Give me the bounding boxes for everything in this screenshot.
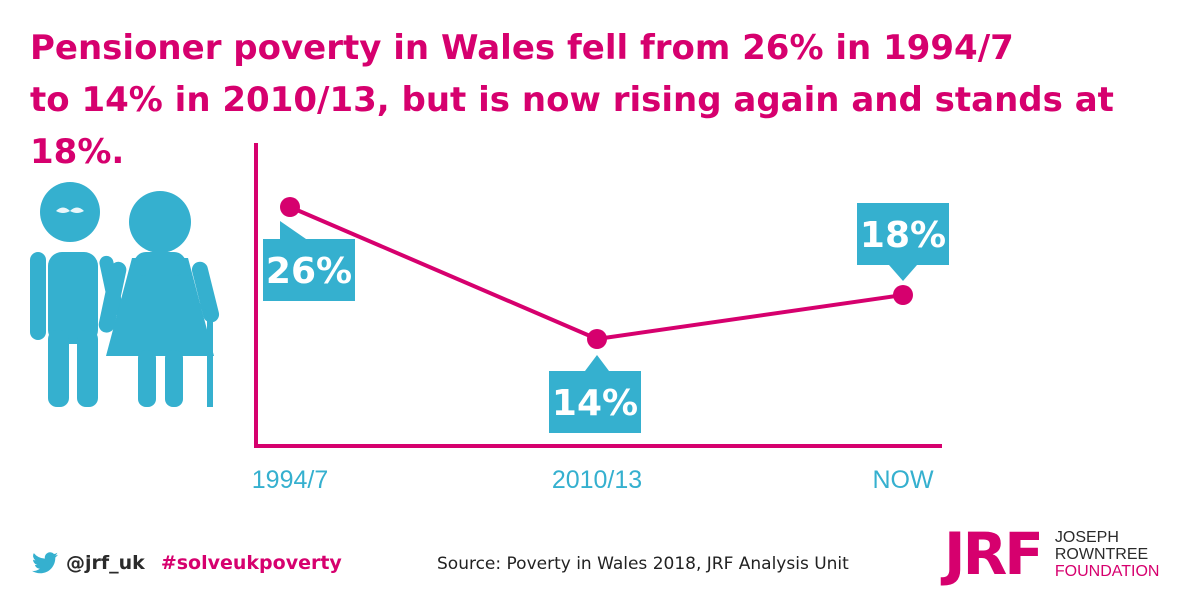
headline-line2-segment-4: , but is now	[376, 80, 613, 120]
twitter-bird-icon[interactable]	[32, 552, 58, 574]
logo-line-3: FOUNDATION	[1054, 562, 1160, 580]
x-tick-label: NOW	[872, 466, 934, 494]
data-point	[893, 285, 913, 305]
logo-text: JOSEPH ROWNTREE FOUNDATION	[1055, 529, 1160, 580]
headline-line-1: Pensioner poverty in Wales fell from 26%…	[30, 28, 1014, 68]
data-label-pointer	[889, 265, 917, 281]
headline-line2-segment-8: .	[111, 132, 125, 172]
x-tick-label: 2010/13	[552, 466, 642, 494]
data-label: 26%	[266, 251, 352, 292]
data-label-box	[857, 203, 949, 265]
data-label: 18%	[860, 215, 946, 256]
data-point	[280, 197, 300, 217]
x-tick-label: 1994/7	[252, 466, 328, 494]
jrf-logo: JRF JOSEPH ROWNTREE FOUNDATION	[944, 524, 1159, 584]
logo-line-2: ROWNTREE	[1054, 545, 1149, 563]
headline: Pensioner poverty in Wales fell from 26%…	[30, 22, 1180, 178]
data-label-pointer	[280, 221, 306, 239]
data-label-box	[549, 371, 641, 433]
data-point	[587, 329, 607, 349]
headline-line2-segment-7: 18%	[30, 132, 112, 172]
twitter-handle[interactable]: @jrf_uk	[66, 552, 145, 574]
headline-line1-segment-3: 1994/7	[883, 28, 1014, 68]
data-label: 14%	[552, 383, 638, 424]
logo-mark: JRF	[944, 520, 1044, 588]
headline-line2-segment-0: to	[30, 80, 82, 120]
headline-line-2: to 14% in 2010/13, but is now rising aga…	[30, 80, 1114, 172]
data-label-pointer	[585, 355, 609, 371]
data-label-box	[263, 239, 355, 301]
elderly-couple-icon	[30, 182, 220, 407]
headline-line2-segment-3: 2010/13	[222, 80, 377, 120]
social-footer: @jrf_uk #solveukpoverty	[32, 552, 342, 574]
headline-line1-segment-2: in	[823, 28, 884, 68]
headline-line2-segment-2: in	[162, 80, 223, 120]
logo-line-1: JOSEPH	[1054, 528, 1119, 546]
headline-line2-segment-6: and stands at	[839, 80, 1114, 120]
hashtag[interactable]: #solveukpoverty	[160, 552, 342, 574]
source-note: Source: Poverty in Wales 2018, JRF Analy…	[437, 554, 849, 574]
headline-line1-segment-1: fell from 26%	[566, 28, 824, 68]
headline-line1-segment-0: Pensioner poverty in Wales	[30, 28, 567, 68]
series-line	[289, 205, 904, 341]
headline-line2-segment-1: 14%	[81, 80, 163, 120]
headline-line2-segment-5: rising again	[612, 80, 840, 120]
